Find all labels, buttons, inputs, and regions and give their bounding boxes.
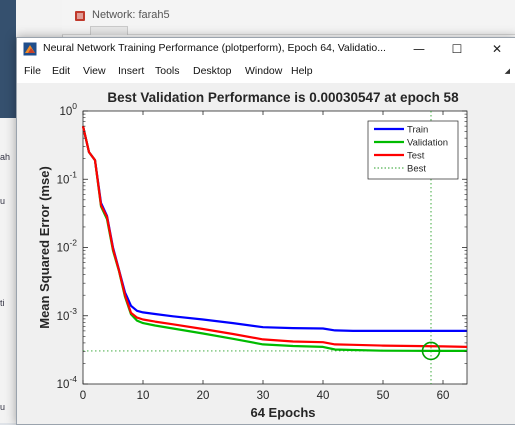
menu-window[interactable]: Window (245, 65, 283, 77)
menu-insert[interactable]: Insert (118, 65, 145, 77)
menu-view[interactable]: View (83, 65, 106, 77)
figure-canvas: 0 10 20 30 40 50 60 10-4 10-3 10-2 10-1 100 Best Va… (17, 83, 515, 424)
y-tick-label: 10-3 (57, 306, 78, 323)
network-icon (75, 11, 85, 21)
menu-tools[interactable]: Tools (155, 65, 180, 77)
menu-help[interactable]: Help (291, 65, 313, 77)
window-title: Neural Network Training Performance (plo… (43, 42, 386, 54)
background-tab[interactable] (90, 26, 128, 35)
performance-chart: 0 10 20 30 40 50 60 10-4 10-3 10-2 10-1 100 Best Va… (17, 83, 515, 424)
title-bar[interactable]: Neural Network Training Performance (plo… (17, 38, 515, 60)
y-tick-label: 10-4 (57, 374, 78, 391)
menu-file[interactable]: File (24, 65, 41, 77)
menu-edit[interactable]: Edit (52, 65, 71, 77)
legend-box (367, 120, 459, 180)
background-fragment: ah (0, 152, 11, 162)
legend-label-test: Test (407, 151, 425, 162)
close-button[interactable]: ✕ (491, 42, 503, 56)
best-point-marker (421, 341, 441, 361)
legend: Train Validation Test Best (367, 120, 459, 180)
chart-title: Best Validation Performance is 0.0003054… (107, 90, 459, 105)
x-tick-label: 0 (80, 390, 86, 402)
matlab-figure-icon (23, 42, 37, 56)
x-tick-label: 60 (437, 390, 450, 402)
maximize-button[interactable]: ☐ (451, 42, 463, 56)
menu-bar: File Edit View Insert Tools Desktop Wind… (17, 61, 515, 81)
menu-desktop[interactable]: Desktop (193, 65, 232, 77)
figure-window: Neural Network Training Performance (plo… (16, 37, 515, 425)
legend-label-validation: Validation (407, 138, 448, 149)
x-tick-label: 10 (137, 390, 150, 402)
x-tick-label: 30 (257, 390, 270, 402)
x-tick-label: 40 (317, 390, 330, 402)
background-fragment: u (0, 196, 6, 206)
y-tick-label: 10-2 (57, 238, 78, 255)
legend-label-best: Best (407, 164, 426, 175)
background-window-title: Network: farah5 (92, 9, 170, 21)
y-tick-label: 10-1 (57, 169, 78, 186)
minimize-button[interactable]: — (413, 42, 425, 56)
x-axis-label: 64 Epochs (250, 405, 315, 420)
x-tick-label: 20 (197, 390, 210, 402)
series-line-test (81, 125, 468, 348)
dock-arrow-icon[interactable]: ◢ (504, 67, 510, 75)
background-panel-header (0, 0, 16, 118)
background-fragment: ti (0, 298, 5, 308)
y-axis-label: Mean Squared Error (mse) (37, 166, 52, 329)
background-titlebar[interactable]: Network: farah5 (62, 0, 515, 35)
legend-label-train: Train (407, 125, 428, 136)
y-tick-label: 100 (59, 101, 77, 118)
background-fragment: u (0, 402, 6, 412)
x-tick-label: 50 (377, 390, 390, 402)
